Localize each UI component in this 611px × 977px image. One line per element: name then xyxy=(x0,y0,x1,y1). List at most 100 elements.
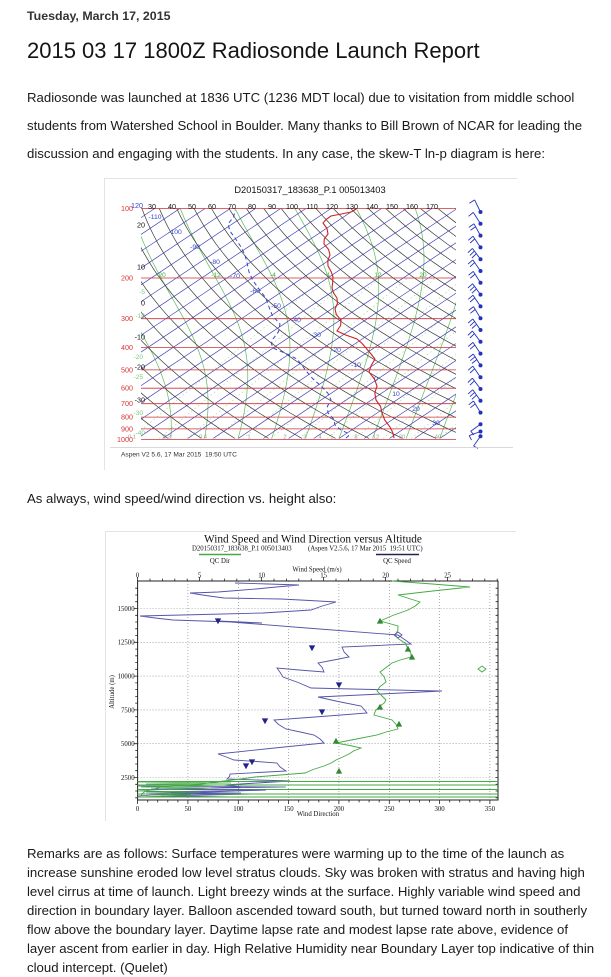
svg-text:20: 20 xyxy=(382,573,389,580)
svg-text:0.4: 0.4 xyxy=(199,435,208,441)
svg-text:0: 0 xyxy=(136,573,140,580)
svg-text:QC Dir: QC Dir xyxy=(210,558,231,565)
svg-text:Wind Direction: Wind Direction xyxy=(297,811,340,818)
svg-text:20: 20 xyxy=(399,435,405,441)
svg-text:0.1: 0.1 xyxy=(128,435,136,441)
svg-text:130: 130 xyxy=(346,202,358,211)
svg-text:8: 8 xyxy=(354,435,357,441)
svg-text:110: 110 xyxy=(306,202,317,211)
svg-text:3: 3 xyxy=(303,435,306,441)
svg-text:-30: -30 xyxy=(134,410,144,417)
svg-text:5: 5 xyxy=(330,435,333,441)
svg-text:4: 4 xyxy=(326,272,330,279)
svg-text:40: 40 xyxy=(168,202,176,211)
svg-text:D20150317_183638_P.1 005013403: D20150317_183638_P.1 005013403 xyxy=(234,185,385,195)
svg-text:200: 200 xyxy=(334,806,345,813)
svg-text:2500: 2500 xyxy=(121,775,135,782)
svg-text:Wind Speed and Wind Direction: Wind Speed and Wind Direction versus Alt… xyxy=(204,534,422,546)
svg-text:10: 10 xyxy=(137,263,145,272)
svg-text:150: 150 xyxy=(386,202,398,211)
svg-text:0: 0 xyxy=(136,806,140,813)
svg-text:20: 20 xyxy=(412,406,420,413)
svg-text:-10: -10 xyxy=(135,333,145,342)
svg-text:-20: -20 xyxy=(331,347,341,354)
svg-text:150: 150 xyxy=(283,806,294,813)
svg-text:70: 70 xyxy=(228,202,236,211)
svg-text:50: 50 xyxy=(185,806,192,813)
svg-text:-20: -20 xyxy=(135,363,145,372)
svg-text:300: 300 xyxy=(121,314,133,323)
svg-text:-80: -80 xyxy=(210,259,220,266)
svg-text:400: 400 xyxy=(121,343,133,352)
svg-text:20: 20 xyxy=(137,221,145,230)
svg-text:12: 12 xyxy=(373,435,379,441)
svg-text:700: 700 xyxy=(121,399,133,408)
svg-text:-10: -10 xyxy=(351,362,361,369)
svg-text:12500: 12500 xyxy=(118,640,136,647)
svg-text:-90: -90 xyxy=(190,244,200,251)
svg-text:Altitude (m): Altitude (m) xyxy=(109,675,116,709)
svg-text:170: 170 xyxy=(426,202,438,211)
svg-text:-20: -20 xyxy=(156,272,166,279)
svg-text:140: 140 xyxy=(366,202,378,211)
svg-text:15: 15 xyxy=(320,573,327,580)
svg-text:-30: -30 xyxy=(135,396,145,405)
svg-text:0: 0 xyxy=(374,376,378,383)
svg-text:-40: -40 xyxy=(291,317,301,324)
svg-text:800: 800 xyxy=(121,413,133,422)
svg-text:-50: -50 xyxy=(271,303,281,310)
svg-text:40: 40 xyxy=(435,435,441,441)
svg-text:30: 30 xyxy=(432,420,440,427)
svg-text:600: 600 xyxy=(121,384,133,393)
svg-text:-12: -12 xyxy=(211,272,221,279)
svg-text:Wind Speed (m/s): Wind Speed (m/s) xyxy=(292,567,341,574)
svg-text:100: 100 xyxy=(233,806,244,813)
svg-text:4: 4 xyxy=(318,435,322,441)
svg-text:12: 12 xyxy=(374,272,382,279)
svg-text:30: 30 xyxy=(148,202,156,211)
svg-text:(Aspen V2.5.6, 17 Mar 2015 19: (Aspen V2.5.6, 17 Mar 2015 19:51 UTC) xyxy=(308,546,423,553)
svg-text:15000: 15000 xyxy=(118,606,136,613)
svg-text:2: 2 xyxy=(283,435,286,441)
svg-text:25: 25 xyxy=(444,573,451,580)
svg-text:-4: -4 xyxy=(270,272,276,279)
svg-text:Aspen V2 5.6, 17 Mar 2015 19:: Aspen V2 5.6, 17 Mar 2015 19:50 UTC xyxy=(121,452,237,459)
svg-text:-60: -60 xyxy=(250,288,260,295)
svg-text:0.2: 0.2 xyxy=(163,435,171,441)
svg-text:-5: -5 xyxy=(139,289,145,296)
svg-text:10: 10 xyxy=(258,573,265,580)
svg-text:50: 50 xyxy=(188,202,196,211)
svg-text:QC Speed: QC Speed xyxy=(383,558,411,565)
svg-text:120: 120 xyxy=(326,202,338,211)
svg-text:60: 60 xyxy=(208,202,216,211)
svg-text:1000: 1000 xyxy=(117,435,133,444)
svg-text:-25: -25 xyxy=(134,374,144,381)
svg-text:20: 20 xyxy=(419,272,427,279)
svg-text:300: 300 xyxy=(434,806,445,813)
svg-text:0: 0 xyxy=(141,299,145,308)
svg-text:-20: -20 xyxy=(134,354,144,361)
svg-text:500: 500 xyxy=(121,365,133,374)
svg-text:-40: -40 xyxy=(136,430,146,437)
svg-text:5: 5 xyxy=(198,573,202,580)
svg-text:1: 1 xyxy=(247,435,250,441)
svg-text:-30: -30 xyxy=(311,332,321,339)
svg-text:D20150317_183638_P.1 005013403: D20150317_183638_P.1 005013403 xyxy=(192,546,292,553)
svg-text:-70: -70 xyxy=(230,273,240,280)
svg-text:250: 250 xyxy=(384,806,395,813)
svg-text:200: 200 xyxy=(121,273,133,282)
svg-text:-10: -10 xyxy=(136,313,146,320)
svg-text:10: 10 xyxy=(392,391,400,398)
svg-text:160: 160 xyxy=(406,202,418,211)
svg-text:-100: -100 xyxy=(168,229,182,236)
svg-text:10000: 10000 xyxy=(118,674,136,681)
svg-text:90: 90 xyxy=(268,202,276,211)
svg-text:5000: 5000 xyxy=(121,741,135,748)
svg-text:900: 900 xyxy=(121,424,133,433)
svg-text:100: 100 xyxy=(286,202,298,211)
svg-text:80: 80 xyxy=(248,202,256,211)
svg-text:-110: -110 xyxy=(148,214,161,221)
svg-text:120: 120 xyxy=(131,201,143,210)
svg-text:350: 350 xyxy=(485,806,496,813)
svg-text:100: 100 xyxy=(121,204,133,213)
